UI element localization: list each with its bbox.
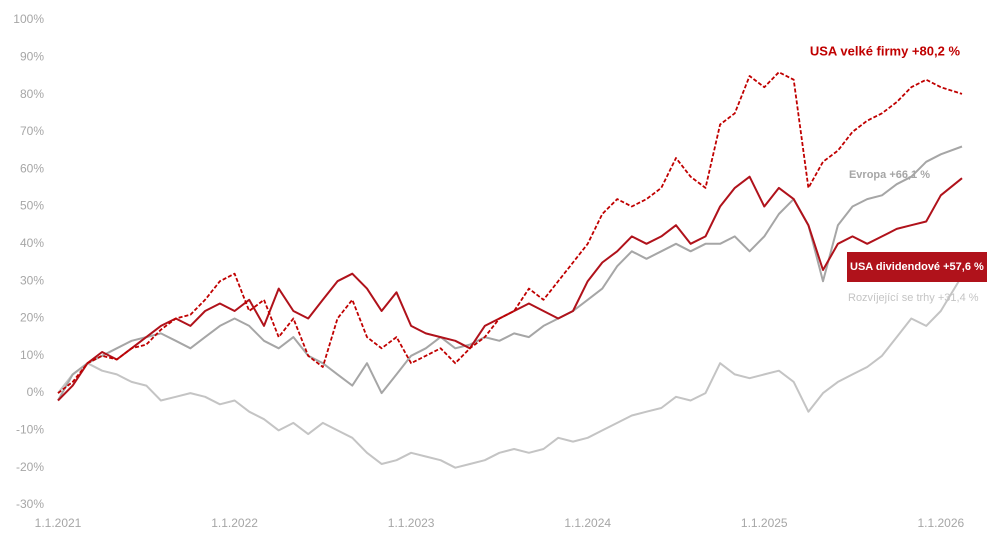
y-tick-label: 30% — [20, 273, 44, 287]
y-tick-label: 100% — [13, 12, 44, 26]
y-tick-label: 80% — [20, 87, 44, 101]
y-tick-label: 50% — [20, 199, 44, 213]
series-line — [57, 71, 963, 394]
series-line — [57, 175, 963, 402]
y-tick-label: -10% — [16, 423, 44, 437]
y-tick-label: 10% — [20, 348, 44, 362]
annotation-box — [847, 252, 987, 282]
y-tick-label: 90% — [20, 49, 44, 63]
y-tick-label: 20% — [20, 311, 44, 325]
y-tick-label: -20% — [16, 460, 44, 474]
x-tick-label: 1.1.2024 — [564, 516, 611, 530]
y-tick-label: 60% — [20, 161, 44, 175]
x-tick-label: 1.1.2023 — [388, 516, 435, 530]
series-line — [57, 145, 963, 401]
y-tick-label: 0% — [27, 385, 45, 399]
x-tick-label: 1.1.2026 — [917, 516, 964, 530]
x-tick-label: 1.1.2022 — [211, 516, 258, 530]
series-annotation: USA dividendové +57,6 % — [850, 261, 984, 273]
series-annotation: Rozvíjející se trhy +31,4 % — [848, 292, 979, 304]
series-annotation: USA velké firmy +80,2 % — [810, 43, 961, 58]
y-tick-label: 40% — [20, 236, 44, 250]
series-annotation: Evropa +66,1 % — [849, 169, 930, 181]
series-line — [57, 275, 963, 469]
y-tick-label: -30% — [16, 497, 44, 511]
x-tick-label: 1.1.2021 — [35, 516, 82, 530]
y-tick-label: 70% — [20, 124, 44, 138]
x-tick-label: 1.1.2025 — [741, 516, 788, 530]
